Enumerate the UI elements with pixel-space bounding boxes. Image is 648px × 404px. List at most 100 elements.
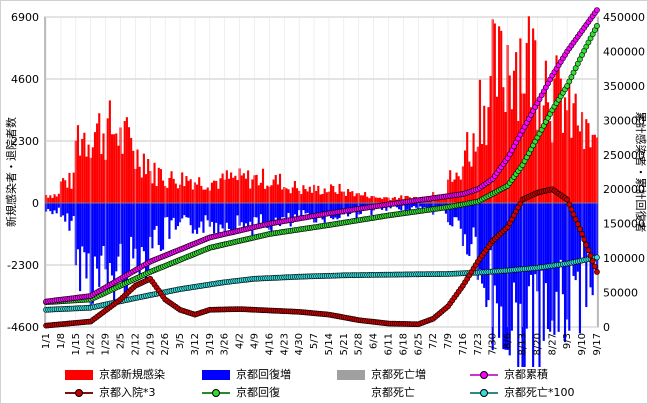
left-axis-title: 新規感染者・退院者数: [4, 117, 18, 227]
bar-recovered: [106, 203, 109, 287]
bar-new-cases: [161, 180, 165, 203]
bar-new-cases: [72, 172, 75, 203]
bar-recovered: [257, 203, 260, 226]
bar-recovered: [247, 203, 250, 230]
bar-new-cases: [240, 175, 243, 203]
bar-recovered: [295, 203, 299, 217]
bar-new-cases: [515, 52, 518, 203]
bar-new-cases: [270, 185, 273, 203]
bar-recovered: [225, 203, 228, 223]
bar-new-cases: [464, 150, 467, 203]
x-tick-label: 6/25: [413, 333, 424, 355]
bar-recovered: [174, 203, 177, 230]
bar-recovered: [289, 203, 292, 227]
bar-new-cases: [323, 188, 326, 203]
right-tick-label: 350000: [603, 80, 645, 93]
bar-recovered: [540, 203, 543, 271]
bar-recovered: [436, 203, 439, 209]
bar-new-cases: [102, 133, 105, 203]
right-axis-title: 累計感染者・累計回復者: [634, 112, 647, 233]
bar-recovered: [472, 203, 475, 228]
bar-recovered: [64, 203, 67, 222]
bar-new-cases: [527, 16, 530, 203]
bar-recovered: [410, 203, 413, 208]
x-tick-label: 9/10: [577, 333, 588, 355]
bar-recovered: [517, 203, 520, 403]
x-tick-label: 2/5: [116, 333, 127, 349]
bar-new-cases: [359, 195, 362, 203]
bar-new-cases: [466, 132, 469, 203]
bar-recovered: [117, 203, 120, 257]
bar-new-cases: [98, 113, 101, 203]
bar-recovered: [459, 203, 462, 229]
cumulative-point: [594, 7, 600, 14]
bar-recovered: [419, 203, 422, 207]
bar-recovered: [57, 203, 60, 208]
bar-new-cases: [325, 192, 328, 203]
bar-recovered: [561, 203, 564, 295]
bar-new-cases: [474, 151, 477, 203]
bar-new-cases: [68, 172, 71, 203]
x-tick-label: 6/11: [383, 333, 394, 355]
legend-label: 京都回復増: [236, 368, 291, 381]
bar-recovered: [485, 203, 488, 308]
bar-new-cases: [383, 197, 386, 203]
bar-new-cases: [315, 190, 318, 203]
bar-new-cases: [559, 78, 562, 203]
deaths100-point: [594, 254, 600, 261]
bar-recovered: [291, 203, 294, 223]
legend: 京都新規感染 京都回復増 京都死亡増 京都累積 京都入院*3 京都回復 京都死亡 京都死亡*1…: [65, 367, 605, 401]
bar-recovered: [270, 203, 273, 234]
bar-recovered: [321, 203, 324, 220]
bar-recovered: [123, 203, 126, 298]
bar-recovered: [534, 203, 537, 275]
bar-new-cases: [487, 107, 490, 203]
bar-new-cases: [449, 170, 452, 203]
bar-recovered: [449, 203, 452, 226]
bar-new-cases: [385, 197, 388, 203]
bar-recovered: [344, 203, 348, 213]
bar-new-cases: [121, 153, 124, 203]
bar-new-cases: [115, 133, 118, 203]
bar-recovered: [49, 203, 52, 212]
bar-new-cases: [517, 120, 520, 203]
x-tick-label: 1/29: [101, 333, 112, 355]
bar-new-cases: [304, 189, 307, 203]
bar-new-cases: [204, 189, 207, 203]
bar-new-cases: [523, 93, 526, 203]
hospitalized-point: [583, 241, 590, 248]
bar-new-cases: [374, 197, 377, 203]
bar-recovered: [527, 203, 530, 287]
bar-recovered: [213, 203, 216, 234]
bar-new-cases: [183, 186, 186, 203]
bar-recovered: [353, 203, 356, 210]
bar-new-cases: [468, 161, 471, 203]
bar-new-cases: [251, 179, 254, 203]
bar-recovered: [196, 203, 199, 234]
bar-new-cases: [79, 155, 82, 203]
bar-recovered: [563, 203, 567, 343]
bar-recovered: [96, 203, 99, 269]
bar-recovered: [66, 203, 69, 214]
bar-new-cases: [242, 173, 245, 203]
bar-recovered: [81, 203, 84, 247]
bar-recovered: [121, 203, 124, 285]
bar-new-cases: [519, 38, 522, 204]
bar-recovered: [293, 203, 296, 215]
x-tick-label: 3/19: [205, 333, 216, 355]
legend-marker: [480, 389, 488, 397]
x-tick-label: 3/26: [220, 333, 231, 355]
bar-new-cases: [168, 177, 171, 203]
bar-new-cases: [123, 121, 126, 203]
bar-recovered: [151, 203, 154, 249]
bar-recovered: [161, 203, 165, 250]
x-tick-label: 1/1: [41, 333, 52, 349]
x-tick-label: 2/12: [130, 333, 141, 355]
right-tick-label: 400000: [603, 45, 645, 58]
hospitalized-point: [570, 211, 577, 218]
bar-new-cases: [230, 172, 233, 203]
bar-new-cases: [227, 178, 231, 203]
bar-recovered: [421, 203, 424, 210]
bar-recovered: [287, 203, 290, 213]
bar-recovered: [70, 203, 73, 221]
